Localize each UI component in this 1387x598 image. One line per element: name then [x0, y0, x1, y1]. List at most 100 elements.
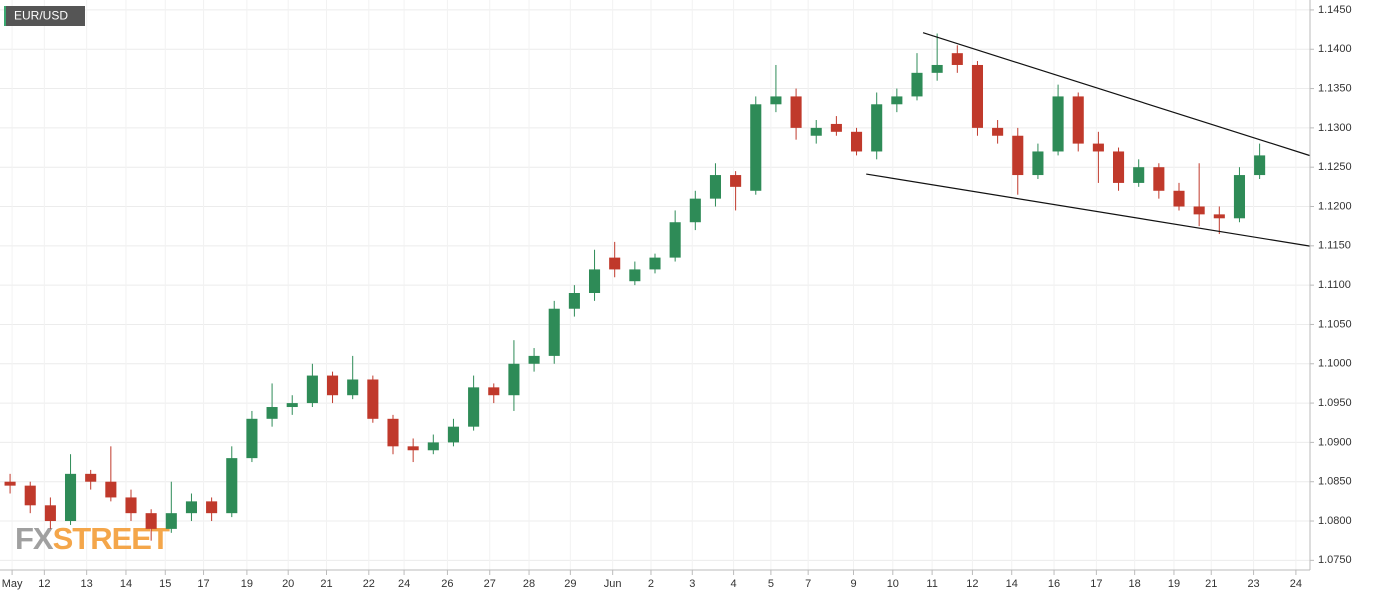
candle-body [226, 458, 238, 514]
candle-body [347, 379, 359, 396]
x-tick-label: 24 [398, 578, 410, 590]
candle-body [548, 308, 560, 356]
candle-body [709, 175, 722, 199]
candle-body [750, 104, 762, 191]
candle-body [1112, 151, 1125, 183]
candle-body [266, 407, 278, 419]
y-tick-label: 1.1150 [1318, 240, 1351, 252]
y-tick-label: 1.0800 [1318, 515, 1352, 527]
y-tick-label: 1.1050 [1318, 318, 1352, 330]
candle-body [649, 257, 661, 270]
x-tick-label: 29 [564, 578, 576, 590]
candle-body [1133, 167, 1145, 183]
candle-body [64, 473, 77, 522]
candle-body [528, 355, 540, 364]
candle-body [669, 222, 681, 258]
candle-body [931, 64, 943, 73]
y-tick-label: 1.0850 [1318, 476, 1352, 488]
x-tick-label: 7 [805, 578, 811, 590]
x-tick-label: 2 [648, 578, 654, 590]
x-tick-label: 17 [197, 578, 209, 590]
candle-body [125, 497, 137, 514]
candle-body [1092, 143, 1104, 152]
candle-body [105, 481, 117, 498]
candle-body [306, 375, 318, 404]
candle-body [1072, 96, 1084, 144]
candle-body [407, 446, 419, 451]
chart-title: EUR/USD [14, 9, 68, 23]
candle-body [689, 198, 701, 223]
y-tick-label: 1.1350 [1318, 82, 1352, 94]
x-tick-label: 16 [1048, 578, 1060, 590]
x-tick-label: 21 [1205, 578, 1217, 590]
candle-body [286, 403, 298, 408]
candle-body [850, 131, 863, 152]
x-tick-label: 12 [38, 578, 50, 590]
y-tick-label: 1.0750 [1318, 554, 1352, 566]
candle-body [165, 513, 177, 529]
candle-body [387, 418, 399, 447]
candle-body [588, 269, 601, 293]
candle-body [790, 96, 802, 128]
x-tick-label: 12 [966, 578, 978, 590]
x-tick-label: 19 [1168, 578, 1180, 590]
candle-body [911, 72, 923, 97]
candle-body [1032, 151, 1044, 176]
x-tick-label: 24 [1290, 578, 1302, 590]
x-tick-label: 15 [159, 578, 171, 590]
x-tick-label: 18 [1129, 578, 1141, 590]
candle-body [830, 123, 842, 132]
candle-body [1254, 155, 1266, 176]
y-tick-label: 1.1450 [1318, 4, 1352, 16]
candle-body [85, 473, 97, 482]
candle-body [1233, 175, 1246, 219]
y-tick-label: 1.1100 [1318, 279, 1351, 291]
x-tick-label: 28 [523, 578, 535, 590]
y-tick-label: 1.1000 [1318, 358, 1352, 370]
candle-body [871, 104, 883, 152]
title-accent [4, 6, 6, 26]
candle-body [145, 513, 157, 529]
x-tick-label: 4 [731, 578, 737, 590]
candle-body [4, 481, 16, 486]
y-tick-label: 1.1400 [1318, 43, 1352, 55]
candle-body [1173, 190, 1185, 207]
candles [4, 32, 1311, 541]
x-tick-label: 10 [887, 578, 899, 590]
y-tick-label: 1.1200 [1318, 200, 1352, 212]
candle-body [1213, 214, 1225, 219]
candle-body [1052, 96, 1064, 152]
candle-body [246, 418, 258, 459]
candle-body [629, 269, 641, 282]
candle-body [508, 363, 520, 396]
title-box [4, 6, 85, 26]
x-tick-label: 21 [320, 578, 332, 590]
trendline [866, 173, 1311, 247]
candle-body [730, 175, 742, 187]
x-tick-label: 3 [689, 578, 695, 590]
y-tick-label: 1.1250 [1318, 161, 1352, 173]
candle-body [24, 485, 36, 506]
grid [0, 0, 1310, 570]
candle-body [185, 501, 198, 514]
candle-body [326, 375, 339, 396]
candle-body [951, 53, 963, 65]
candle-body [427, 442, 439, 451]
x-tick-label: May [2, 578, 23, 590]
x-tick-label: 13 [81, 578, 93, 590]
x-tick-label: 17 [1090, 578, 1102, 590]
y-tick-label: 1.1300 [1318, 122, 1352, 134]
logo-fx: FX [15, 521, 54, 556]
candle-body [568, 293, 580, 309]
x-tick-label: 14 [1006, 578, 1018, 590]
candle-body [44, 505, 56, 522]
x-tick-label: Jun [604, 578, 622, 590]
candle-body [609, 257, 621, 270]
x-tick-label: 26 [441, 578, 453, 590]
y-tick-label: 1.0900 [1318, 436, 1352, 448]
candle-body [1012, 135, 1024, 176]
candle-body [891, 96, 903, 105]
x-tick-label: 27 [484, 578, 496, 590]
x-tick-label: 19 [241, 578, 253, 590]
